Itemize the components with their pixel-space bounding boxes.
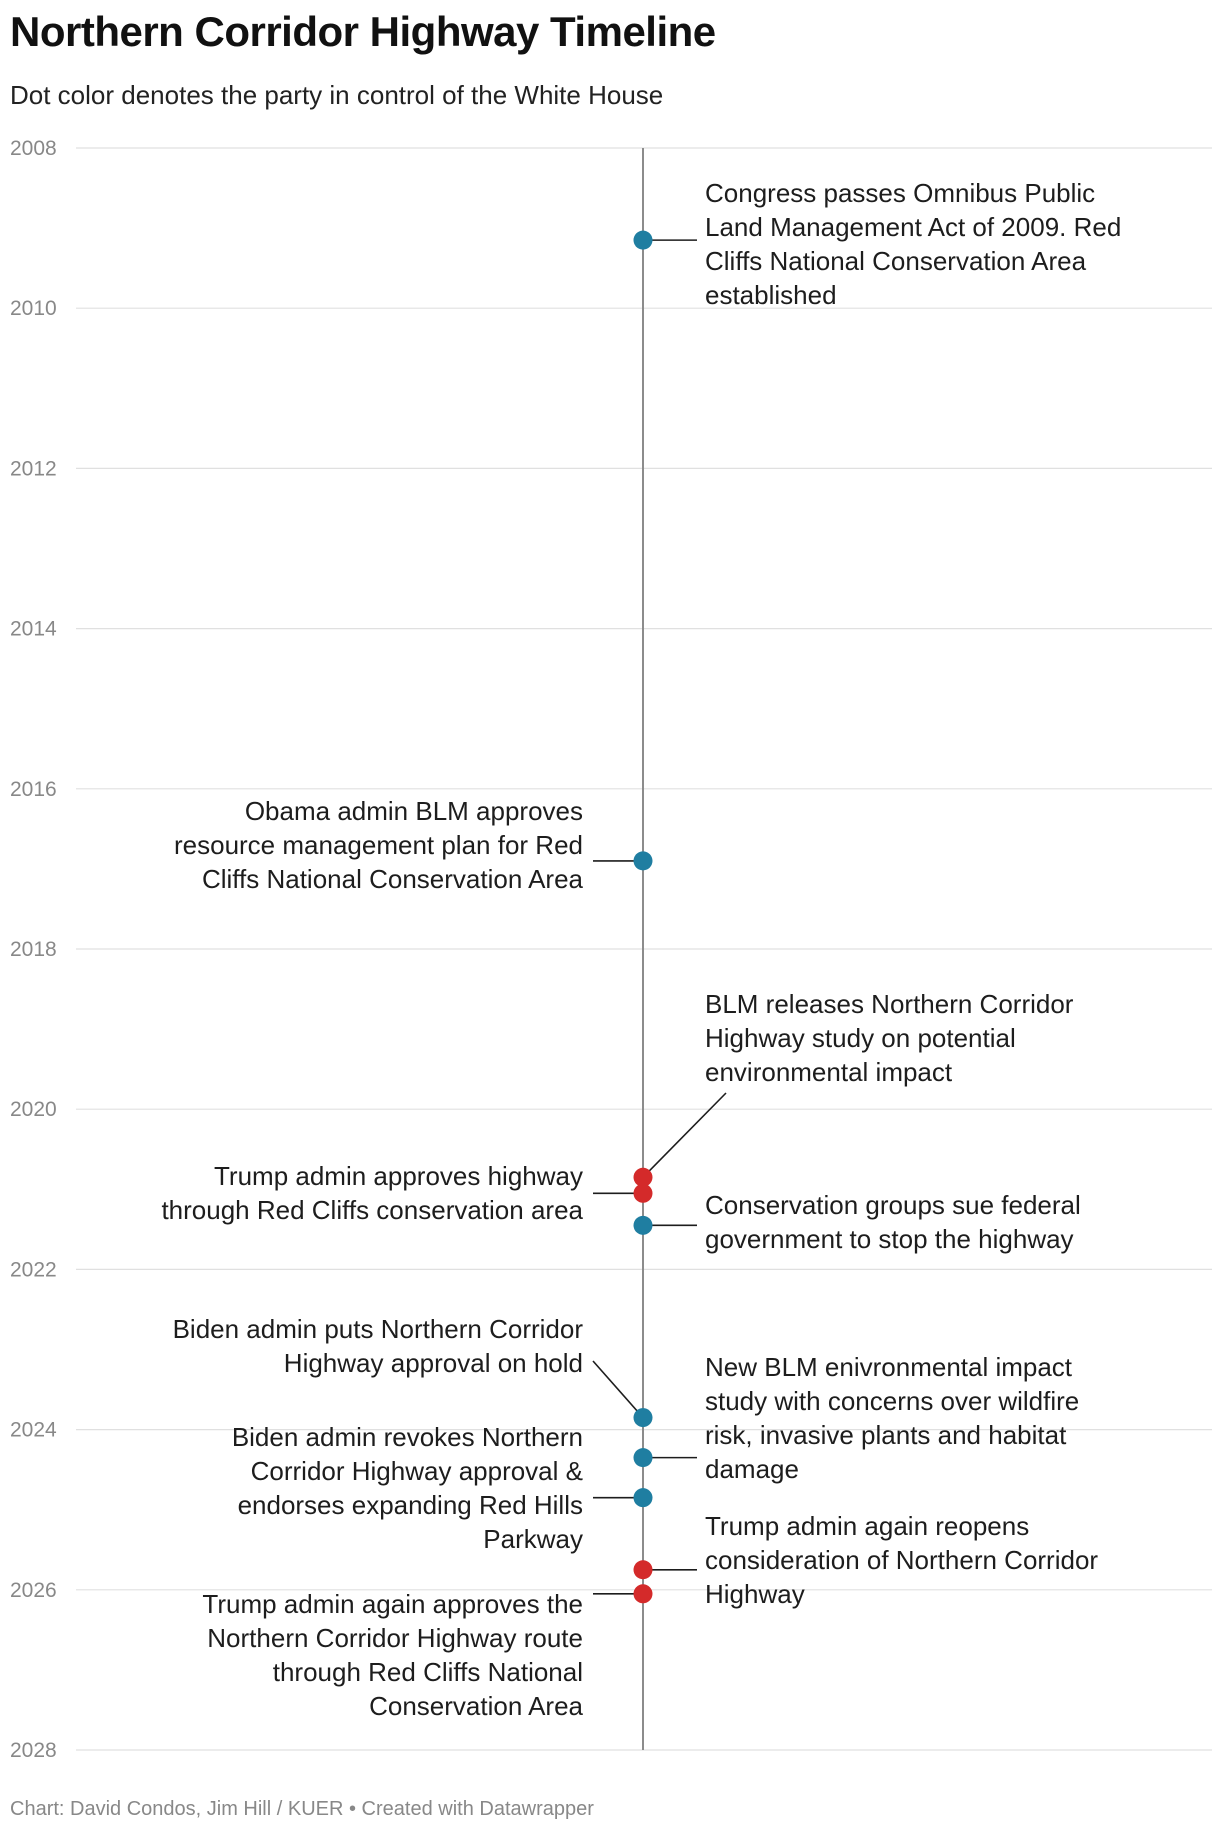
event-dot: [633, 1167, 653, 1187]
event-label: resource management plan for Red: [174, 830, 583, 860]
chart-title: Northern Corridor Highway Timeline: [10, 8, 716, 55]
event-label: consideration of Northern Corridor: [705, 1545, 1098, 1575]
event-label: Conservation Area: [369, 1691, 583, 1721]
y-tick-label: 2014: [10, 618, 57, 641]
y-tick-label: 2012: [10, 457, 57, 480]
event-label: Cliffs National Conservation Area: [705, 246, 1087, 276]
event-dot: [633, 1183, 653, 1203]
event-dot: [633, 1408, 653, 1428]
event-label: risk, invasive plants and habitat: [705, 1420, 1067, 1450]
event-dot: [633, 1448, 653, 1468]
event-label: Highway: [705, 1579, 805, 1609]
event-dot: [633, 1488, 653, 1508]
y-tick-label: 2024: [10, 1419, 57, 1442]
y-tick-label: 2016: [10, 778, 57, 801]
y-tick-label: 2026: [10, 1579, 57, 1602]
y-tick-label: 2028: [10, 1739, 57, 1762]
y-tick-label: 2010: [10, 297, 57, 320]
event-dot: [633, 1560, 653, 1580]
event-label: Conservation groups sue federal: [705, 1190, 1081, 1220]
event-connector: [642, 1092, 727, 1178]
event-label: government to stop the highway: [705, 1224, 1074, 1254]
y-tick-label: 2020: [10, 1098, 57, 1121]
event-label: through Red Cliffs National: [273, 1657, 583, 1687]
event-label: environmental impact: [705, 1057, 953, 1087]
event-label: Highway approval on hold: [284, 1348, 583, 1378]
event-dot: [633, 230, 653, 250]
event-label: Parkway: [483, 1524, 583, 1554]
event-dot: [633, 1215, 653, 1235]
event-label: New BLM enivronmental impact: [705, 1352, 1073, 1382]
event-label: Biden admin revokes Northern: [232, 1422, 583, 1452]
event-label: Cliffs National Conservation Area: [202, 864, 584, 894]
event-label: Land Management Act of 2009. Red: [705, 212, 1121, 242]
y-tick-label: 2022: [10, 1258, 57, 1281]
event-label: established: [705, 280, 837, 310]
event-label: Trump admin again approves the: [202, 1589, 583, 1619]
y-tick-label: 2018: [10, 938, 57, 961]
event-label: endorses expanding Red Hills: [238, 1490, 583, 1520]
chart-subtitle: Dot color denotes the party in control o…: [10, 80, 664, 110]
event-label: Congress passes Omnibus Public: [705, 178, 1095, 208]
event-connector: [592, 1360, 644, 1419]
event-label: Trump admin approves highway: [214, 1161, 583, 1191]
event-label: Obama admin BLM approves: [245, 796, 583, 826]
event-label: BLM releases Northern Corridor: [705, 989, 1074, 1019]
event-dot: [633, 851, 653, 871]
chart-credit: Chart: David Condos, Jim Hill / KUER • C…: [10, 1798, 594, 1820]
event-dot: [633, 1584, 653, 1604]
event-label: study with concerns over wildfire: [705, 1386, 1079, 1416]
event-label: Northern Corridor Highway route: [207, 1623, 583, 1653]
event-label: Trump admin again reopens: [705, 1511, 1029, 1541]
event-label: through Red Cliffs conservation area: [161, 1195, 583, 1225]
event-label: Biden admin puts Northern Corridor: [173, 1314, 584, 1344]
event-label: damage: [705, 1454, 799, 1484]
event-label: Highway study on potential: [705, 1023, 1016, 1053]
y-tick-label: 2008: [10, 137, 57, 160]
event-label: Corridor Highway approval &: [251, 1456, 583, 1486]
